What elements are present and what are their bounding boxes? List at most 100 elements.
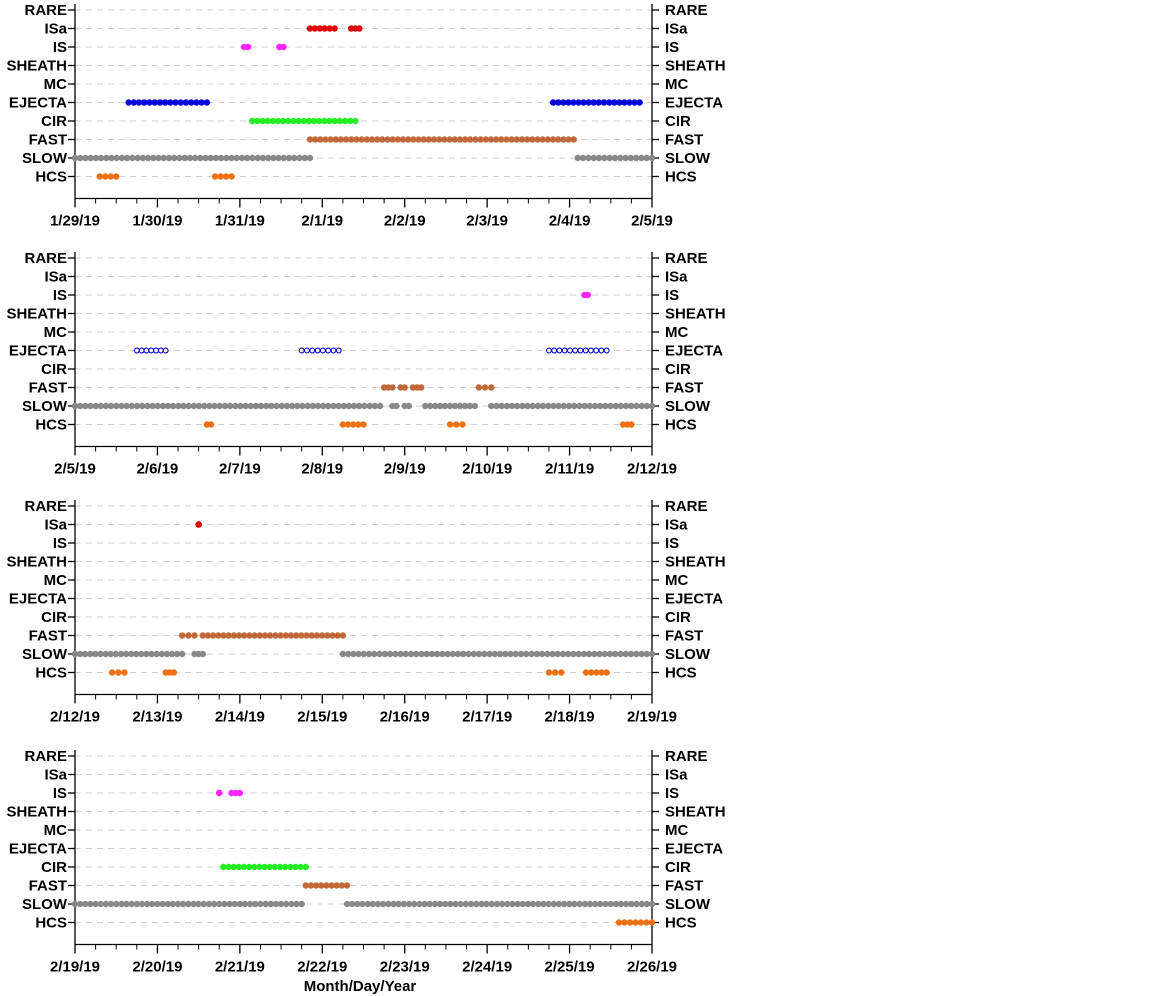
y-tick-label-left: MC xyxy=(44,76,67,93)
y-tick-label-left: EJECTA xyxy=(9,95,67,112)
y-tick-label-left: HCS xyxy=(35,417,67,434)
y-tick-label-left: FAST xyxy=(29,628,67,645)
x-tick-label: 2/19/19 xyxy=(50,959,100,976)
data-point-hcs xyxy=(170,669,178,676)
y-tick-label-left: ISa xyxy=(44,767,67,784)
data-point-ejecta xyxy=(153,347,160,354)
y-tick-label-right: FAST xyxy=(665,132,703,149)
x-tick-label: 1/31/19 xyxy=(215,213,265,230)
y-tick-label-left: SLOW xyxy=(22,896,68,913)
data-point-ejecta xyxy=(304,347,310,354)
data-point-slow xyxy=(648,650,656,658)
x-tick-label: 2/12/19 xyxy=(627,461,677,478)
y-tick-label-left: IS xyxy=(53,287,67,304)
y-tick-label-right: EJECTA xyxy=(665,343,723,360)
data-point-hcs xyxy=(211,173,219,180)
y-tick-label-right: ISa xyxy=(665,767,688,784)
y-tick-label-right: SHEATH xyxy=(665,554,726,571)
y-tick-label-left: EJECTA xyxy=(9,841,67,858)
x-tick-label: 2/7/19 xyxy=(219,461,261,478)
x-tick-label: 2/2/19 xyxy=(384,213,426,230)
y-tick-label-left: SLOW xyxy=(22,646,68,663)
data-point-isa xyxy=(195,521,202,528)
data-point-slow xyxy=(648,154,656,162)
data-point-ejecta xyxy=(636,99,643,106)
x-tick-label: 2/19/19 xyxy=(627,709,677,726)
data-point-ejecta xyxy=(566,347,573,354)
data-point-hcs xyxy=(217,173,224,180)
data-point-ejecta xyxy=(319,347,326,354)
y-tick-label-left: CIR xyxy=(41,113,67,130)
data-point-hcs xyxy=(446,421,454,428)
y-tick-label-right: SHEATH xyxy=(665,306,726,323)
data-point-isa xyxy=(331,25,338,32)
data-point-hcs xyxy=(551,669,559,676)
y-tick-label-left: SHEATH xyxy=(6,58,67,75)
data-point-hcs xyxy=(222,173,230,180)
x-tick-label: 2/12/19 xyxy=(50,709,100,726)
y-tick-label-left: MC xyxy=(44,572,67,589)
y-tick-label-left: SLOW xyxy=(22,150,68,167)
data-point-fast xyxy=(475,384,483,391)
data-point-slow xyxy=(471,402,479,410)
x-tick-label: 2/5/19 xyxy=(54,461,96,478)
y-tick-label-right: RARE xyxy=(665,2,708,19)
data-point-fast xyxy=(481,384,489,391)
y-tick-label-right: ISa xyxy=(665,269,688,286)
data-point-hcs xyxy=(101,173,109,180)
y-tick-label-left: RARE xyxy=(24,748,67,765)
y-tick-label-left: FAST xyxy=(29,132,67,149)
data-point-hcs xyxy=(545,669,553,676)
data-point-ejecta xyxy=(572,347,579,354)
y-tick-label-left: RARE xyxy=(24,498,67,515)
y-tick-label-right: RARE xyxy=(665,498,708,515)
y-tick-label-left: SHEATH xyxy=(6,554,67,571)
data-point-fast xyxy=(343,882,351,889)
data-point-ejecta xyxy=(330,347,337,354)
data-point-slow xyxy=(393,402,400,410)
data-point-is xyxy=(584,291,591,299)
y-tick-label-right: EJECTA xyxy=(665,591,723,608)
data-point-ejecta xyxy=(133,347,140,354)
y-tick-label-left: RARE xyxy=(24,250,67,267)
y-tick-label-left: ISa xyxy=(44,21,67,38)
data-point-is xyxy=(280,43,287,51)
y-tick-label-right: HCS xyxy=(665,169,697,186)
data-point-slow xyxy=(178,650,186,658)
data-point-slow xyxy=(648,900,656,908)
y-tick-label-left: SLOW xyxy=(22,398,68,415)
y-tick-label-left: MC xyxy=(44,324,67,341)
y-tick-label-left: SHEATH xyxy=(6,804,67,821)
x-tick-label: 2/3/19 xyxy=(466,213,508,230)
x-tick-label: 2/5/19 xyxy=(631,213,673,230)
data-point-ejecta xyxy=(577,347,584,354)
data-point-slow xyxy=(199,650,207,658)
data-point-hcs xyxy=(107,173,114,180)
y-tick-label-right: MC xyxy=(665,76,688,93)
data-point-fast xyxy=(570,136,577,143)
x-tick-label: 1/29/19 xyxy=(50,213,100,230)
y-tick-label-left: CIR xyxy=(41,361,67,378)
y-tick-label-left: MC xyxy=(44,822,67,839)
y-tick-label-left: SHEATH xyxy=(6,306,67,323)
data-point-ejecta xyxy=(587,347,594,354)
y-tick-label-right: SLOW xyxy=(665,398,711,415)
y-tick-label-right: IS xyxy=(665,287,679,304)
y-tick-label-right: CIR xyxy=(665,609,691,626)
data-point-ejecta xyxy=(314,347,321,354)
x-tick-label: 2/11/19 xyxy=(545,461,594,478)
y-tick-label-left: HCS xyxy=(35,915,67,932)
data-point-isa xyxy=(356,25,363,32)
y-tick-label-left: EJECTA xyxy=(9,343,67,360)
x-tick-label: 2/24/19 xyxy=(462,959,512,976)
data-point-hcs xyxy=(459,421,466,428)
data-point-ejecta xyxy=(325,347,332,354)
x-axis-label: Month/Day/Year xyxy=(304,978,417,995)
y-tick-label-right: HCS xyxy=(665,915,697,932)
y-tick-label-right: MC xyxy=(665,324,688,341)
y-tick-label-left: CIR xyxy=(41,609,67,626)
